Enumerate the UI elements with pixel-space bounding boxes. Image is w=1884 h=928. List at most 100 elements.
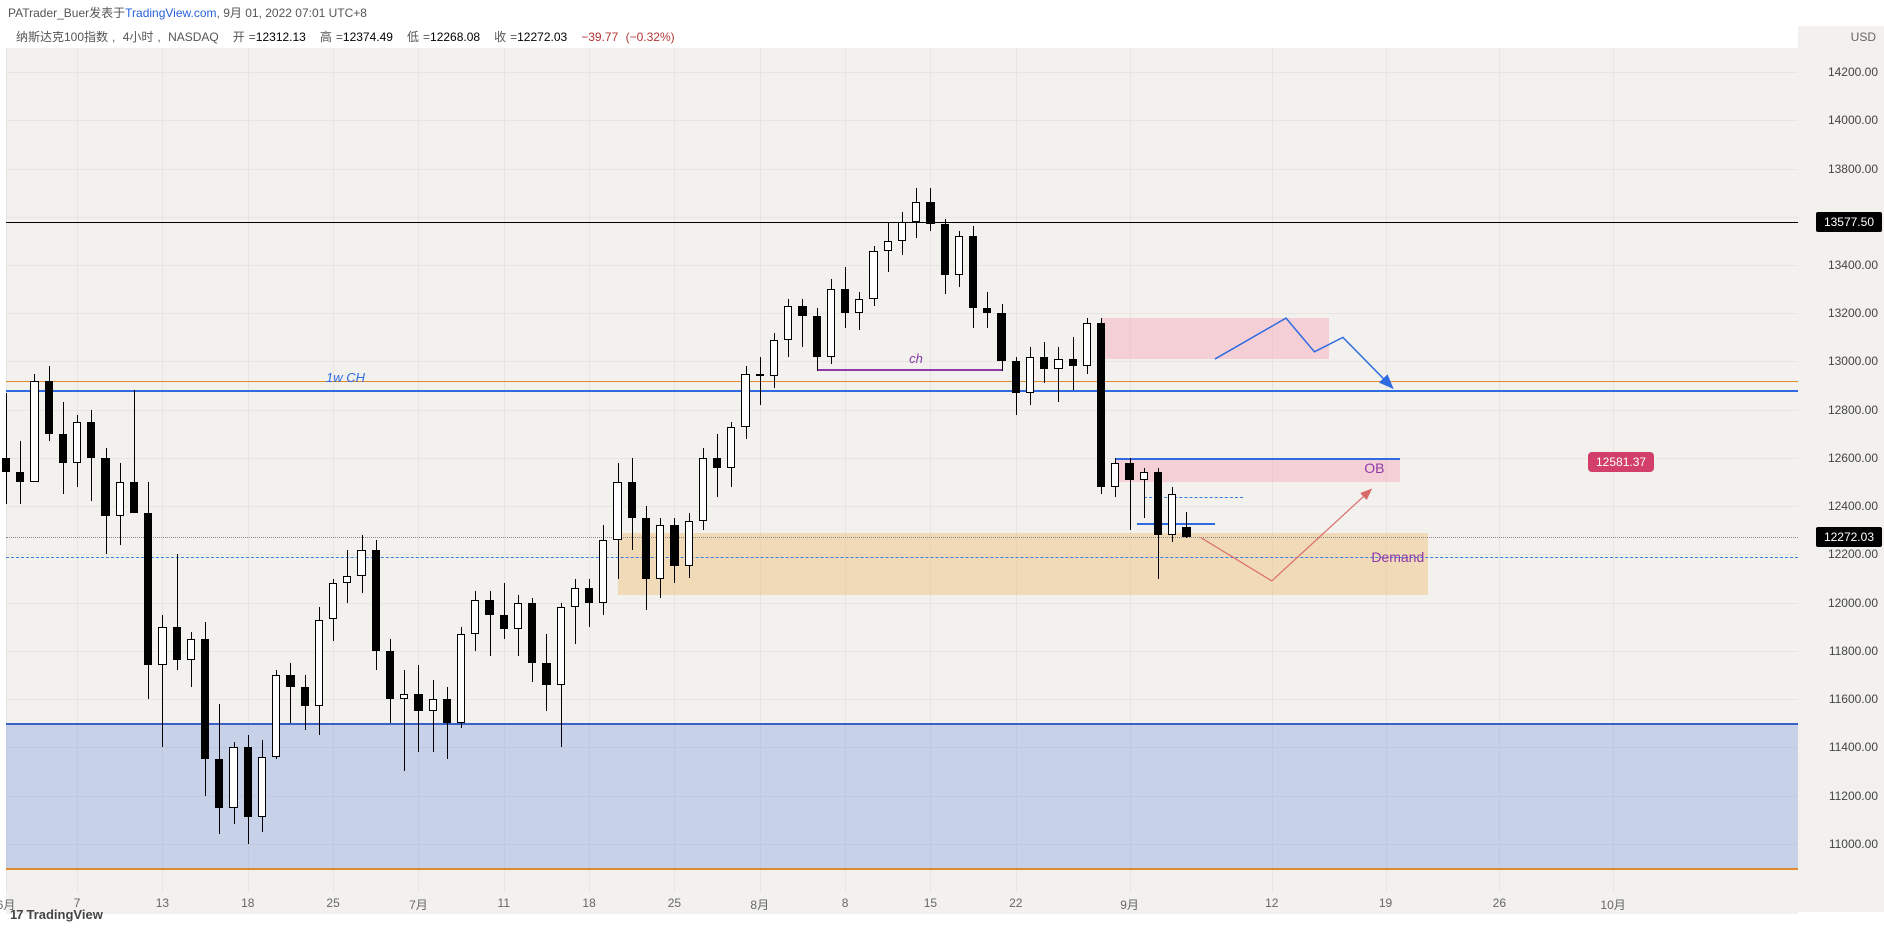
- candle-wick: [504, 583, 505, 638]
- candle-body[interactable]: [229, 747, 237, 807]
- candle-body[interactable]: [727, 427, 735, 468]
- candle-body[interactable]: [201, 639, 209, 760]
- candle-body[interactable]: [784, 306, 792, 340]
- candle-body[interactable]: [1182, 527, 1190, 537]
- candle-body[interactable]: [997, 313, 1005, 361]
- candle-body[interactable]: [343, 576, 351, 583]
- candle-body[interactable]: [898, 222, 906, 241]
- candle-body[interactable]: [613, 482, 621, 540]
- candle-body[interactable]: [329, 583, 337, 619]
- candle-body[interactable]: [599, 540, 607, 603]
- candle-body[interactable]: [841, 289, 849, 313]
- candle-body[interactable]: [1168, 494, 1176, 535]
- candle-body[interactable]: [443, 699, 451, 723]
- candle-body[interactable]: [912, 202, 920, 221]
- candle-body[interactable]: [244, 747, 252, 817]
- candle-body[interactable]: [372, 550, 380, 651]
- candle-body[interactable]: [301, 687, 309, 706]
- candle-body[interactable]: [286, 675, 294, 687]
- candle-body[interactable]: [30, 381, 38, 482]
- candle-body[interactable]: [500, 615, 508, 629]
- candle-body[interactable]: [969, 236, 977, 308]
- gridline-h: [6, 458, 1798, 459]
- candle-body[interactable]: [1040, 357, 1048, 369]
- candle-body[interactable]: [1111, 463, 1119, 487]
- candle-body[interactable]: [471, 600, 479, 634]
- price-axis[interactable]: USD 14200.0014000.0013800.0013600.001340…: [1798, 26, 1884, 912]
- candle-body[interactable]: [272, 675, 280, 757]
- price-flag: 12581.37: [1588, 452, 1654, 472]
- candle-body[interactable]: [429, 699, 437, 711]
- candle-body[interactable]: [955, 236, 963, 275]
- candle-body[interactable]: [457, 634, 465, 723]
- ohlc-open-value: 12312.13: [256, 30, 306, 44]
- candle-body[interactable]: [884, 241, 892, 251]
- candle-body[interactable]: [741, 374, 749, 427]
- candle-body[interactable]: [258, 757, 266, 817]
- candle-body[interactable]: [16, 472, 24, 482]
- candle-body[interactable]: [400, 694, 408, 699]
- candle-body[interactable]: [1054, 359, 1062, 369]
- price-tick-label: 13200.00: [1828, 306, 1878, 320]
- candle-body[interactable]: [87, 422, 95, 458]
- candle-body[interactable]: [1140, 472, 1148, 479]
- candle-body[interactable]: [2, 458, 10, 472]
- candle-body[interactable]: [386, 651, 394, 699]
- candle-body[interactable]: [1154, 472, 1162, 535]
- candle-body[interactable]: [855, 299, 863, 313]
- candle-body[interactable]: [187, 639, 195, 661]
- candle-body[interactable]: [59, 434, 67, 463]
- candle-body[interactable]: [813, 316, 821, 357]
- time-axis[interactable]: 6月71318257月1118258月815229月12192610月: [6, 892, 1798, 914]
- candle-body[interactable]: [1069, 359, 1077, 366]
- candle-body[interactable]: [827, 289, 835, 357]
- candle-body[interactable]: [941, 224, 949, 275]
- candle-body[interactable]: [116, 482, 124, 516]
- candle-body[interactable]: [1026, 357, 1034, 393]
- candle-body[interactable]: [642, 518, 650, 578]
- candle-body[interactable]: [1012, 361, 1020, 392]
- candle-body[interactable]: [485, 600, 493, 614]
- candle-body[interactable]: [685, 521, 693, 567]
- candle-body[interactable]: [101, 458, 109, 516]
- candle-body[interactable]: [173, 627, 181, 661]
- candle-body[interactable]: [585, 588, 593, 602]
- price-chart-plot[interactable]: 1w CHchOBDemand12581.37: [6, 48, 1798, 892]
- candle-body[interactable]: [798, 306, 806, 316]
- gridline-h: [6, 506, 1798, 507]
- time-tick-label: 11: [498, 896, 510, 910]
- candle-body[interactable]: [158, 627, 166, 666]
- candle-body[interactable]: [357, 550, 365, 577]
- candle-body[interactable]: [144, 513, 152, 665]
- candle-body[interactable]: [926, 202, 934, 224]
- ohlc-close-label: 收: [494, 30, 506, 44]
- candle-body[interactable]: [983, 308, 991, 313]
- candle-body[interactable]: [770, 340, 778, 376]
- price-tick-label: 11600.00: [1829, 692, 1878, 706]
- candle-body[interactable]: [869, 251, 877, 299]
- candle-body[interactable]: [656, 525, 664, 578]
- candle-body[interactable]: [73, 422, 81, 463]
- candle-body[interactable]: [542, 663, 550, 685]
- time-tick-label: 22: [1009, 896, 1022, 910]
- candle-wick: [290, 663, 291, 723]
- price-tick-label: 12000.00: [1828, 596, 1878, 610]
- candle-body[interactable]: [1125, 463, 1133, 480]
- candle-body[interactable]: [130, 482, 138, 513]
- candle-body[interactable]: [215, 759, 223, 807]
- candle-body[interactable]: [670, 525, 678, 566]
- candle-body[interactable]: [315, 620, 323, 707]
- candle-body[interactable]: [528, 603, 536, 663]
- candle-body[interactable]: [628, 482, 636, 518]
- candle-body[interactable]: [571, 588, 579, 607]
- candle-body[interactable]: [1097, 323, 1105, 487]
- candle-body[interactable]: [699, 458, 707, 521]
- brand-text: TradingView: [26, 907, 102, 922]
- candle-body[interactable]: [756, 374, 764, 376]
- candle-body[interactable]: [713, 458, 721, 468]
- candle-body[interactable]: [414, 694, 422, 711]
- candle-body[interactable]: [45, 381, 53, 434]
- candle-body[interactable]: [514, 603, 522, 630]
- candle-body[interactable]: [557, 607, 565, 684]
- candle-body[interactable]: [1083, 323, 1091, 366]
